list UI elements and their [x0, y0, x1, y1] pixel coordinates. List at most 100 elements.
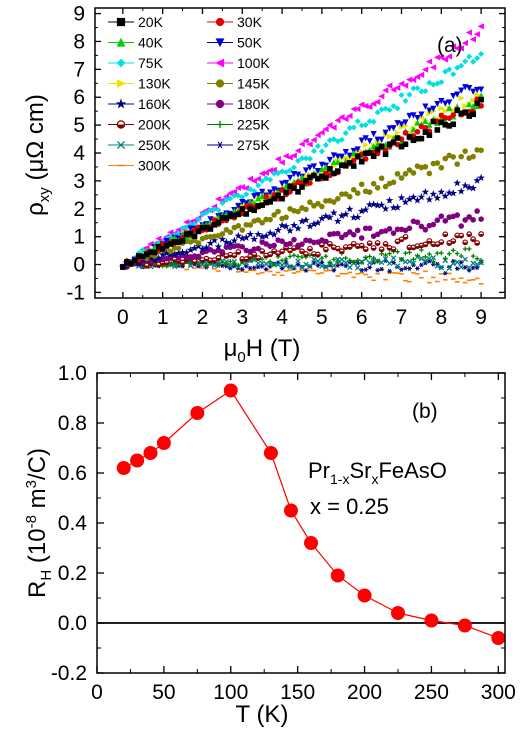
panel-a-point [454, 91, 461, 98]
panel-a-point [223, 196, 230, 203]
panel-a-point [132, 257, 138, 264]
panel-a-point [394, 171, 401, 177]
panel-a-point [454, 251, 460, 256]
panel-a-point [311, 172, 317, 179]
panel-a-point [478, 96, 484, 103]
panel-a-point [387, 251, 392, 256]
panel-a-point [342, 231, 349, 238]
legend-item-145K: 145K [207, 76, 270, 92]
panel-a-point [474, 256, 480, 261]
legend-label: 145K [237, 76, 270, 92]
panel-a-point [430, 118, 437, 125]
panel-a-point [398, 92, 405, 99]
legend-item-225K: 225K [207, 117, 270, 133]
panel-a-point [370, 153, 377, 159]
panel-a-point [346, 264, 353, 271]
panel-a-point [291, 253, 297, 258]
panel-a-point [469, 36, 476, 43]
panel-a-point [259, 178, 266, 185]
panel-a-point [438, 164, 445, 171]
panel-a-point [406, 225, 413, 232]
panel-a-point [283, 169, 290, 176]
panel-a-point [251, 193, 258, 200]
panel-a-ylabel: ρxy (μΩ cm) [22, 94, 53, 216]
panel-a-point [286, 174, 294, 182]
panel-a-point [358, 235, 365, 241]
panel-a-point [255, 245, 262, 252]
panel-a-point [263, 193, 269, 200]
panel-a-point [429, 190, 438, 198]
panel-a-point [422, 241, 429, 248]
panel-a-point [425, 195, 434, 203]
panel-a-point [262, 231, 270, 240]
panel-a-point [414, 128, 421, 135]
panel-a-point [274, 226, 282, 234]
panel-a-point [429, 64, 437, 71]
panel-a-point [195, 216, 202, 223]
panel-a-point [342, 191, 349, 197]
panel-a-point [286, 154, 293, 161]
panel-a-point [346, 160, 353, 166]
panel-a-point [366, 189, 373, 195]
panel-a-point [350, 150, 357, 157]
panel-b-point [190, 406, 205, 420]
panel-a-point [422, 258, 429, 264]
legend-label: 250K [138, 137, 171, 153]
panel-a-point [398, 236, 405, 243]
panel-a-point [458, 62, 465, 69]
panel-a-point [383, 252, 388, 258]
panel-a-point [220, 260, 225, 265]
panel-a-point [390, 246, 397, 253]
panel-a-point [259, 192, 266, 199]
panel-a-point [406, 91, 413, 98]
panel-a-point [470, 103, 477, 110]
panel-a-ytick-label: 0 [73, 254, 85, 277]
panel-b-ytick-label: 0.6 [58, 462, 87, 485]
panel-a-point [446, 115, 453, 121]
panel-a-point [150, 255, 159, 263]
panel-a-point [474, 208, 480, 214]
panel-a-point [454, 259, 460, 265]
panel-a-point [359, 268, 364, 273]
panel-a-point [386, 125, 393, 132]
panel-a-point [291, 185, 297, 191]
panel-a-point [446, 99, 453, 106]
panel-a-point [295, 262, 301, 267]
panel-a-point [186, 245, 195, 254]
panel-a-xlabel: μ0H (T) [224, 335, 301, 366]
panel-a-point [315, 258, 321, 264]
panel-a-point [342, 148, 349, 156]
panel-a-point [211, 206, 218, 213]
panel-a-point [411, 257, 416, 262]
panel-a-point [275, 170, 282, 177]
panel-a-point [295, 208, 301, 215]
panel-a-point [349, 213, 358, 221]
panel-a-point [271, 242, 277, 249]
panel-a-point [358, 181, 365, 188]
panel-a-point [326, 213, 334, 221]
panel-a-point [235, 211, 242, 218]
panel-a-point [415, 253, 420, 258]
panel-a-point [398, 80, 405, 87]
panel-a-series-100K [119, 23, 484, 271]
panel-a-point [302, 216, 310, 224]
panel-a-point [410, 126, 417, 133]
panel-a-point [474, 240, 481, 246]
panel-b: 0 50 100 150 200 250 300 -0.2 0.0 0.2 0.4 0.6 0.8 1.0… [23, 362, 516, 728]
panel-a-point [394, 135, 401, 141]
panel-a-point [275, 208, 281, 215]
panel-a-point [365, 200, 374, 208]
panel-a-point [366, 240, 373, 247]
panel-a-point [232, 261, 237, 267]
panel-a-point [434, 100, 441, 108]
panel-a-point [270, 230, 278, 238]
panel-a-point [466, 101, 473, 108]
panel-a-point [346, 112, 353, 120]
panel-a-point [438, 264, 445, 271]
panel-a-point [390, 139, 397, 146]
panel-a-point [427, 251, 432, 257]
panel-a-point [394, 84, 401, 91]
panel-a-point [194, 242, 203, 250]
legend-item-300K: 300K [108, 158, 171, 174]
panel-a-xtick-label: 2 [197, 306, 209, 329]
